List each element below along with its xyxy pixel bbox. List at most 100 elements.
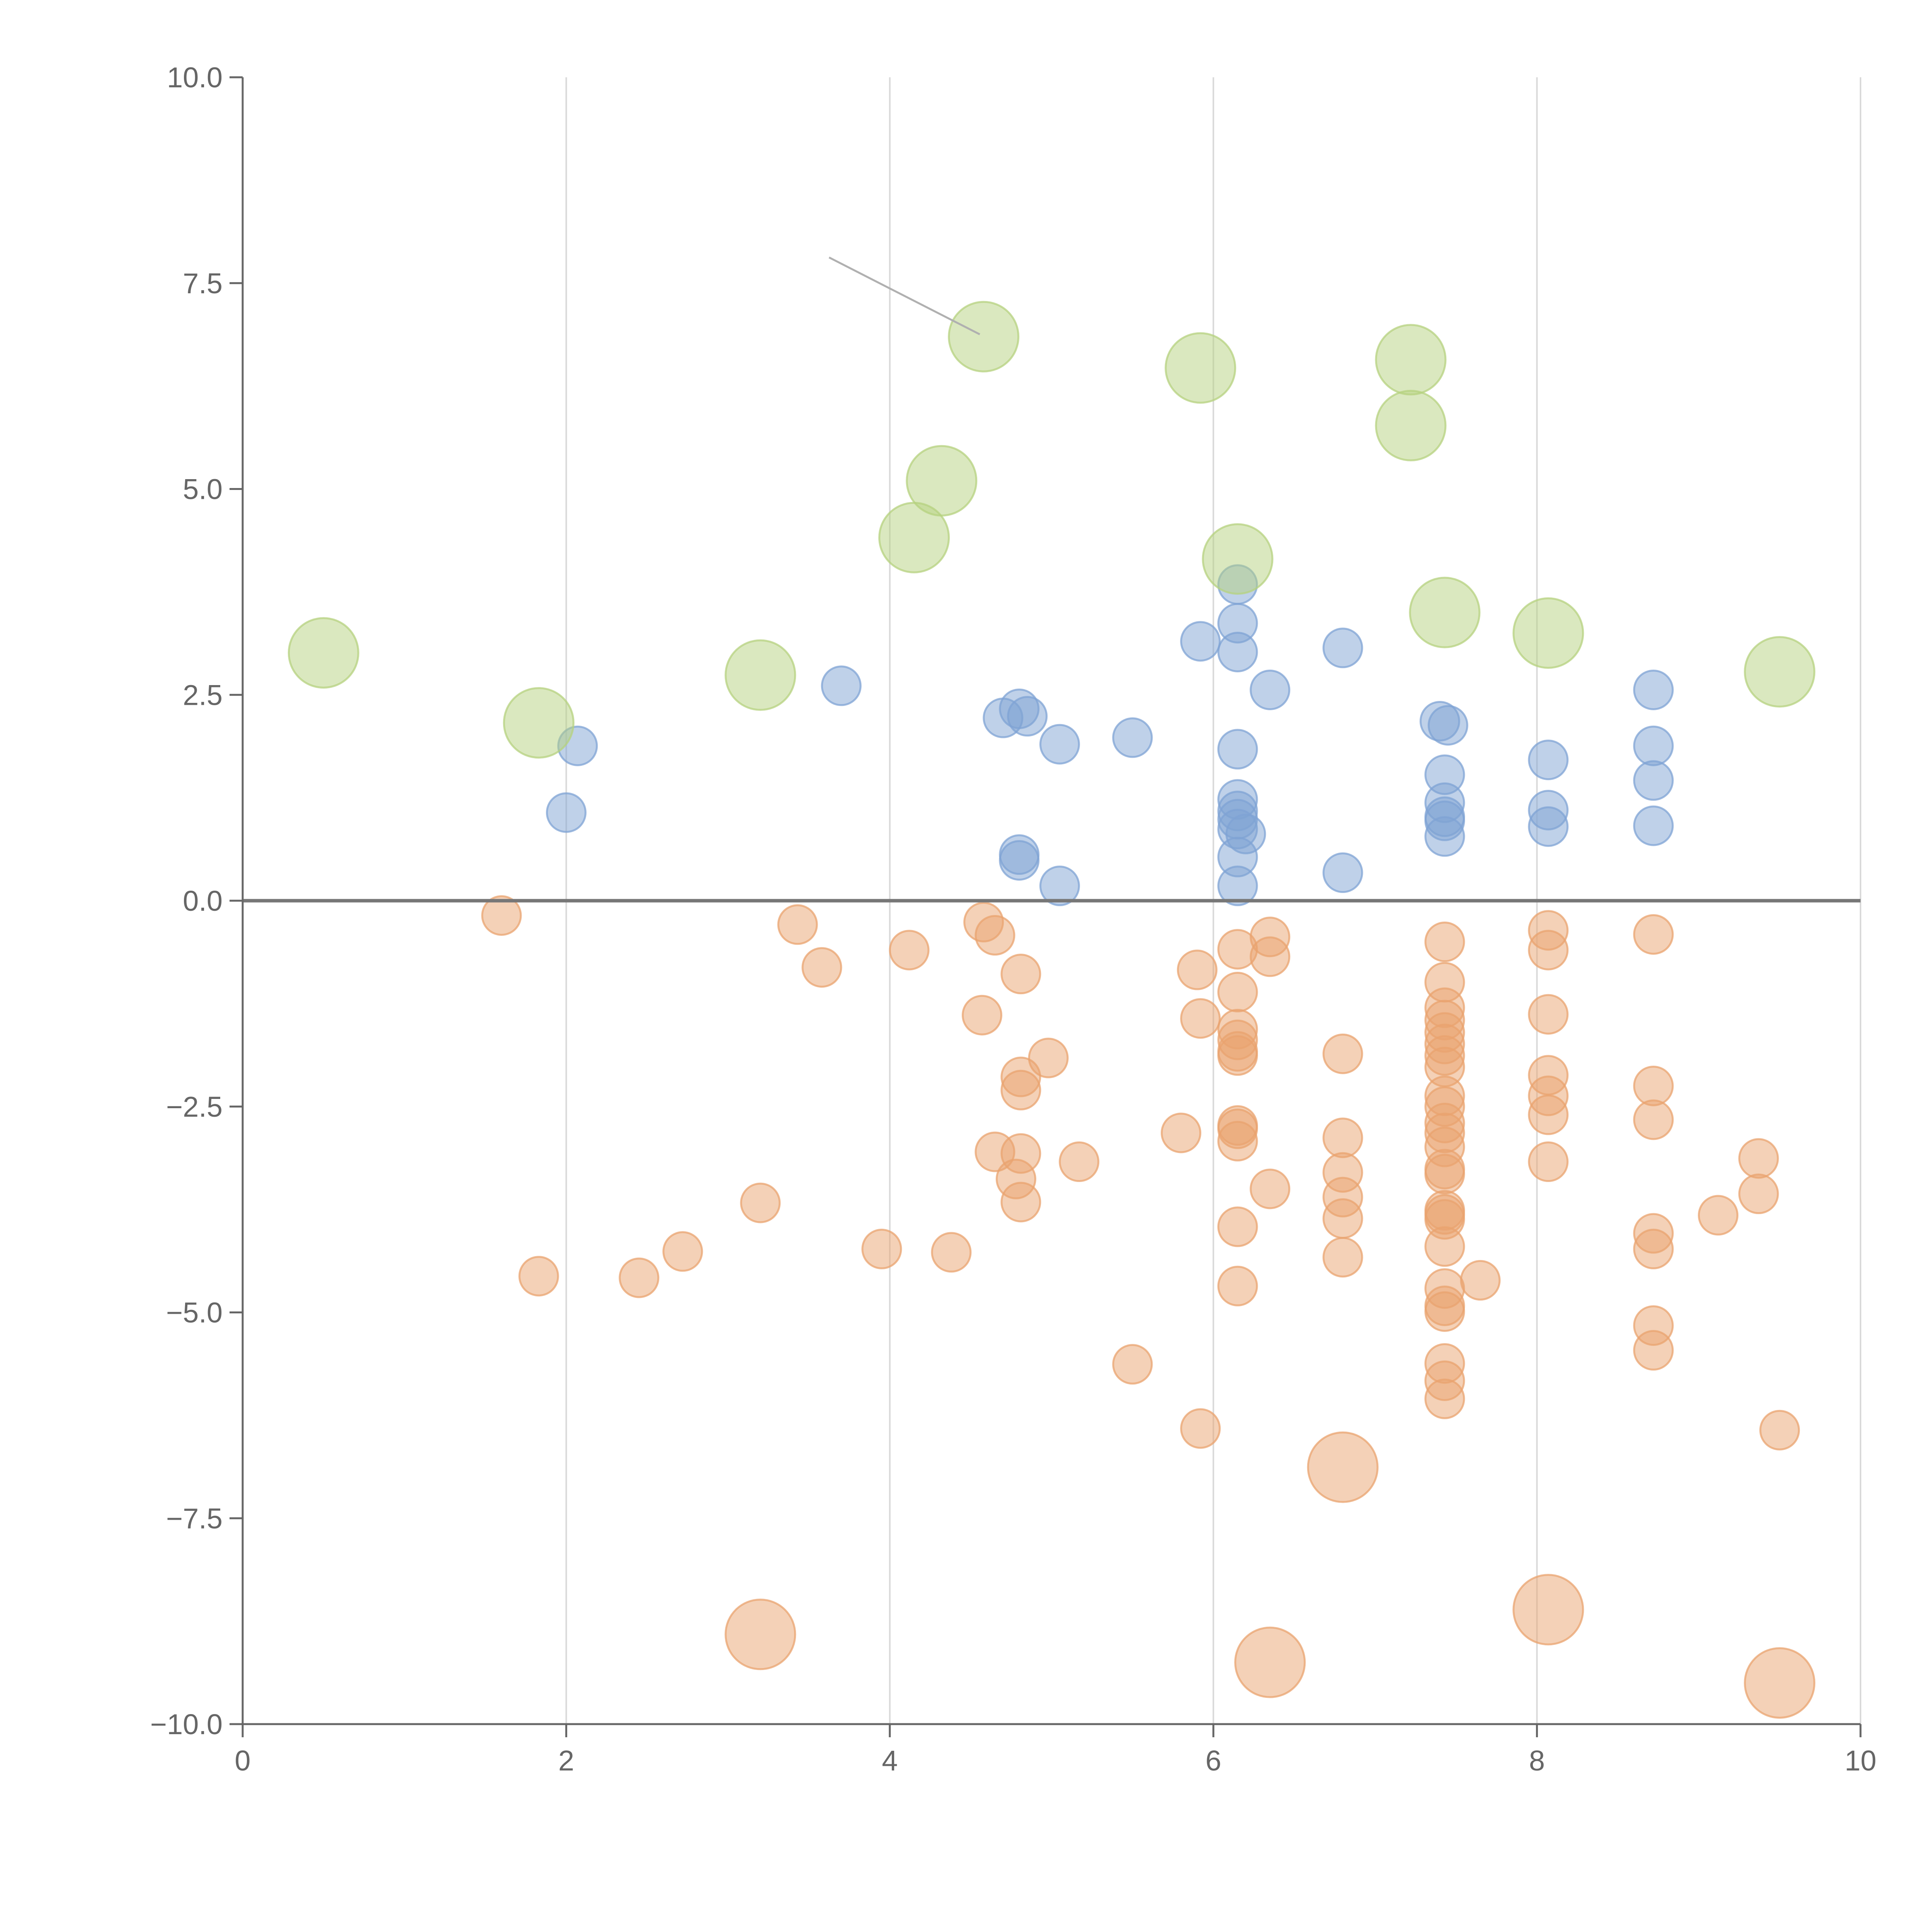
negative-point-17	[861, 1228, 902, 1269]
negative-point-65	[1424, 1226, 1465, 1267]
highlight-positive-point-12	[1744, 636, 1816, 708]
negative-point-42	[1322, 1117, 1363, 1158]
bubble-layer	[287, 301, 1816, 1719]
negative-point-34	[1217, 1035, 1258, 1076]
negative-point-78	[1528, 1094, 1569, 1135]
positive-point-0	[546, 792, 587, 833]
positive-point-9	[999, 840, 1040, 881]
highlight-positive-point-6	[1165, 332, 1236, 404]
negative-point-2	[801, 947, 842, 988]
annotation-leader-line	[828, 257, 980, 335]
x-tick-label-1: 2	[558, 1745, 574, 1777]
highlight-negative-point-3	[1512, 1574, 1584, 1646]
positive-point-6	[1039, 724, 1080, 765]
positive-point-37	[1633, 725, 1674, 766]
negative-point-45	[1322, 1198, 1363, 1239]
positive-point-33	[1528, 740, 1569, 781]
negative-point-38	[1217, 1206, 1258, 1247]
negative-point-90	[1759, 1410, 1800, 1451]
positive-point-5	[1007, 696, 1048, 737]
highlight-negative-point-1	[1234, 1626, 1306, 1698]
negative-point-16	[740, 1182, 781, 1223]
negative-point-84	[1633, 1228, 1674, 1269]
negative-point-15	[1059, 1141, 1100, 1182]
negative-point-39	[1250, 1168, 1291, 1209]
positive-point-25	[1322, 852, 1363, 893]
y-tick-label-0: 10.0	[167, 61, 223, 94]
x-tick-label-0: 0	[235, 1745, 250, 1777]
negative-point-71	[1424, 1378, 1465, 1419]
negative-point-18	[931, 1232, 972, 1273]
negative-point-88	[1738, 1138, 1779, 1179]
y-tick-label-1: 7.5	[183, 267, 223, 299]
negative-point-40	[1217, 1265, 1258, 1306]
negative-point-68	[1424, 1291, 1465, 1332]
highlight-positive-point-5	[948, 301, 1020, 372]
positive-point-36	[1633, 669, 1674, 710]
negative-point-26	[1160, 1112, 1201, 1153]
negative-point-14	[1000, 1182, 1041, 1223]
negative-point-46	[1322, 1237, 1363, 1278]
y-tick-label-6: −5.0	[166, 1297, 223, 1329]
negative-point-7	[961, 995, 1002, 1036]
annotation-layer	[828, 257, 980, 335]
x-tick-label-3: 6	[1206, 1745, 1221, 1777]
x-tick-label-2: 4	[882, 1745, 898, 1777]
y-tick-label-2: 5.0	[183, 473, 223, 505]
positive-point-32	[1424, 816, 1465, 857]
y-tick-label-4: 0.0	[183, 885, 223, 917]
y-tick-label-5: −2.5	[166, 1091, 223, 1123]
highlight-positive-point-4	[906, 445, 978, 517]
negative-point-23	[1180, 1408, 1221, 1449]
positive-point-2	[821, 665, 862, 706]
negative-point-22	[1112, 1344, 1153, 1385]
positive-point-39	[1633, 805, 1674, 846]
negative-point-10	[1000, 1070, 1041, 1111]
y-tick-label-8: −10.0	[150, 1708, 223, 1740]
highlight-positive-point-10	[1409, 577, 1481, 648]
y-tick-label-7: −7.5	[166, 1502, 223, 1534]
negative-point-19	[662, 1231, 703, 1272]
negative-point-6	[1000, 954, 1041, 995]
negative-point-0	[481, 895, 522, 936]
negative-point-24	[1177, 949, 1218, 990]
positive-point-16	[1217, 729, 1258, 770]
highlight-negative-point-2	[1307, 1431, 1379, 1503]
positive-point-10	[1039, 866, 1080, 906]
negative-point-25	[1180, 998, 1221, 1039]
axis-layer: 10.0 7.5 5.0 2.5 0.0 −2.5 −5.0 −7.5 −10.0 0 2 4 6 8 10	[150, 61, 1876, 1777]
negative-point-82	[1633, 1099, 1674, 1140]
positive-point-27	[1427, 705, 1468, 746]
highlight-positive-point-0	[287, 617, 359, 689]
negative-point-47	[1424, 922, 1465, 963]
positive-point-38	[1633, 760, 1674, 801]
positive-point-15	[1250, 669, 1291, 710]
positive-point-35	[1528, 806, 1569, 847]
negative-point-86	[1633, 1330, 1674, 1371]
negative-point-5	[975, 915, 1015, 956]
positive-point-7	[1112, 717, 1153, 758]
negative-point-61	[1424, 1153, 1465, 1194]
negative-point-74	[1528, 930, 1569, 971]
negative-point-21	[518, 1256, 559, 1297]
highlight-positive-point-11	[1512, 597, 1584, 669]
highlight-positive-point-8	[1375, 324, 1447, 396]
negative-point-30	[1217, 972, 1258, 1013]
positive-point-11	[1180, 621, 1221, 662]
negative-point-75	[1528, 994, 1569, 1035]
y-tick-label-3: 2.5	[183, 679, 223, 711]
negative-point-20	[619, 1257, 660, 1298]
highlight-positive-point-1	[503, 687, 575, 759]
negative-point-3	[889, 930, 930, 971]
negative-point-37	[1217, 1121, 1258, 1162]
negative-point-80	[1633, 914, 1674, 955]
negative-point-72	[1460, 1260, 1501, 1301]
positive-point-23	[1217, 866, 1258, 906]
negative-point-1	[777, 904, 818, 945]
positive-point-14	[1217, 631, 1258, 672]
highlight-positive-point-9	[1375, 389, 1447, 461]
highlight-positive-point-7	[1202, 523, 1274, 595]
negative-point-41	[1322, 1033, 1363, 1074]
negative-point-79	[1528, 1141, 1569, 1182]
